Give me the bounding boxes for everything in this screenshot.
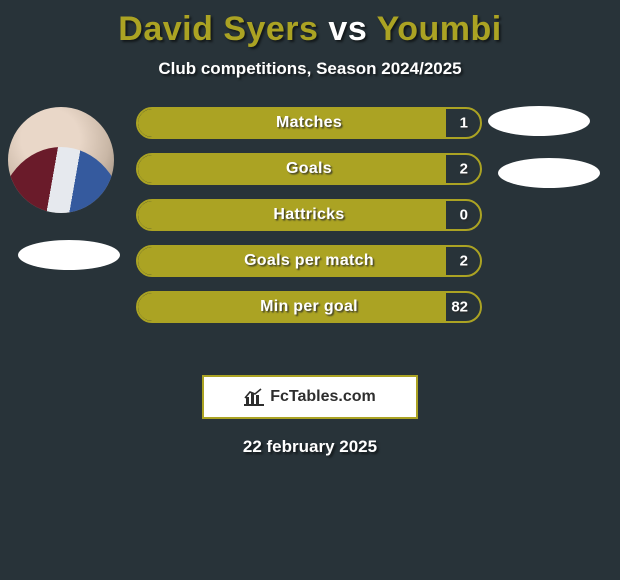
page-title: David Syers vs Youmbi — [0, 0, 620, 49]
stat-bar: Goals 2 — [136, 153, 482, 185]
stat-bar-value: 2 — [460, 253, 468, 270]
stats-arena: Matches 1 Goals 2 Hattricks 0 Goals per match 2… — [0, 107, 620, 367]
player2-marker-2 — [498, 158, 600, 188]
stat-bar: Goals per match 2 — [136, 245, 482, 277]
stat-bar: Min per goal 82 — [136, 291, 482, 323]
stat-bar-label: Goals per match — [244, 252, 374, 270]
title-player1: David Syers — [118, 10, 318, 48]
stat-bar-value: 82 — [451, 299, 468, 316]
stat-bar-label: Hattricks — [273, 206, 344, 224]
title-player2: Youmbi — [377, 10, 502, 48]
stat-bars: Matches 1 Goals 2 Hattricks 0 Goals per match 2… — [136, 107, 482, 337]
player1-avatar — [8, 107, 114, 213]
stat-bar-value: 1 — [460, 115, 468, 132]
stat-bar-label: Matches — [276, 114, 342, 132]
bar-chart-icon — [244, 388, 264, 406]
player1-shadow — [18, 240, 120, 270]
brand-box[interactable]: FcTables.com — [202, 375, 418, 419]
title-vs: vs — [328, 10, 367, 48]
brand-text: FcTables.com — [270, 388, 376, 406]
player2-marker-1 — [488, 106, 590, 136]
stat-bar-value: 2 — [460, 161, 468, 178]
stat-bar-label: Min per goal — [260, 298, 358, 316]
stat-bar-value: 0 — [460, 207, 468, 224]
stat-bar-label: Goals — [286, 160, 332, 178]
subtitle: Club competitions, Season 2024/2025 — [0, 59, 620, 79]
date-stamp: 22 february 2025 — [0, 437, 620, 457]
comparison-card: David Syers vs Youmbi Club competitions,… — [0, 0, 620, 580]
stat-bar: Hattricks 0 — [136, 199, 482, 231]
stat-bar: Matches 1 — [136, 107, 482, 139]
